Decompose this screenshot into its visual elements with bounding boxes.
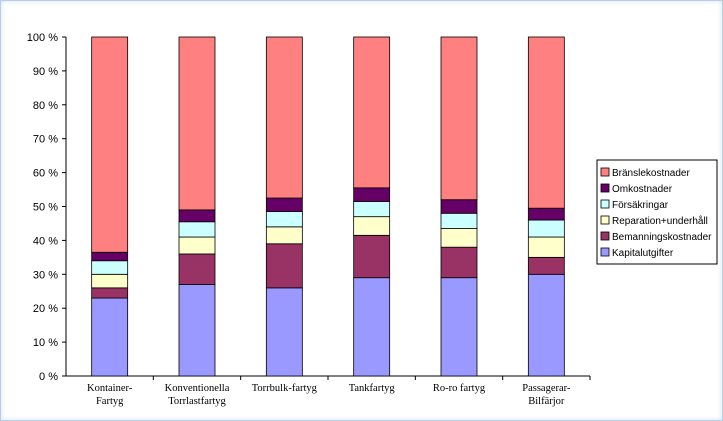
bar-segment [353, 216, 391, 236]
category-label: Konventionella [165, 383, 230, 394]
category-label: Torrbulk-fartyg [252, 383, 318, 394]
y-tick-label: 90 % [33, 66, 58, 78]
bar-segment [91, 273, 129, 289]
bar-segment [353, 187, 391, 202]
legend-swatch [600, 167, 610, 177]
bar-segment [353, 36, 391, 189]
legend-entry: Försäkringar [612, 200, 669, 211]
bar-segment [527, 207, 565, 221]
legend-swatch [600, 231, 610, 241]
bars [91, 36, 565, 377]
legend-entry: Reparation+underhåll [612, 215, 708, 227]
bar-segment [440, 36, 478, 201]
y-tick-label: 30 % [33, 269, 58, 281]
category-label: Fartyg [96, 396, 124, 407]
legend-swatch [600, 183, 610, 193]
y-tick-label: 0 % [39, 371, 58, 383]
bar-segment [265, 197, 303, 212]
bar-segment [527, 273, 565, 377]
y-tick-label: 80 % [33, 100, 58, 112]
bar-segment [265, 36, 303, 199]
bar-segment [91, 36, 129, 253]
bar-segment [440, 277, 478, 377]
bar-segment [178, 36, 216, 211]
y-tick-label: 60 % [33, 168, 58, 180]
bar-segment [178, 221, 216, 238]
bar-segment [353, 201, 391, 218]
category-label: Bilfärjor [528, 396, 565, 407]
bar-segment [265, 211, 303, 228]
y-tick-label: 10 % [33, 337, 58, 349]
category-labels: Kontainer- Fartyg Konventionella Torrlastfa… [87, 383, 571, 407]
legend-box [596, 159, 718, 265]
category-label: Kontainer- [87, 383, 133, 394]
bar-segment [91, 251, 129, 262]
bar-segment [527, 219, 565, 238]
bar-segment [178, 236, 216, 255]
legend-entry: Bemanningskostnader [612, 232, 712, 243]
bar-segment [527, 36, 565, 209]
legend-swatch [600, 247, 610, 257]
bar-segment [178, 253, 216, 285]
bar-segment [440, 246, 478, 279]
bar-segment [527, 256, 565, 275]
category-label: Torrlastfartyg [168, 396, 226, 407]
y-tick-label: 20 % [33, 303, 58, 315]
legend-entry: Bränslekostnader [612, 168, 690, 179]
bar-segment [91, 260, 129, 275]
y-tick-label: 100 % [27, 32, 58, 44]
bar-segment [265, 226, 303, 245]
bar-segment [440, 212, 478, 229]
bar-segment [440, 228, 478, 248]
bar-segment [353, 234, 391, 279]
bar-segment [440, 199, 478, 214]
legend-entry: Kapitalutgifter [612, 248, 674, 259]
bar-segment [178, 209, 216, 223]
legend-swatch [600, 215, 610, 225]
legend: Bränslekostnader Omkostnader Försäkringar R… [596, 159, 718, 265]
category-label: Ro-ro fartyg [433, 383, 486, 394]
bar-segment [178, 284, 216, 377]
bar-segment [265, 243, 303, 289]
bar-segment [527, 236, 565, 258]
y-tick-label: 70 % [33, 134, 58, 146]
axes: 0 % 10 % 20 % 30 % 40 % 50 % 60 % 70 % 80 % 90 % 1… [27, 32, 591, 383]
legend-entry: Omkostnader [612, 184, 673, 195]
category-label: Tankfartyg [349, 383, 396, 394]
bar-segment [91, 297, 129, 377]
category-label: Passagerar- [522, 383, 571, 394]
bar-segment [265, 287, 303, 377]
legend-swatch [600, 199, 610, 209]
bar-segment [91, 287, 129, 299]
y-tick-label: 40 % [33, 235, 58, 247]
y-tick-label: 50 % [33, 202, 58, 214]
bar-segment [353, 277, 391, 377]
